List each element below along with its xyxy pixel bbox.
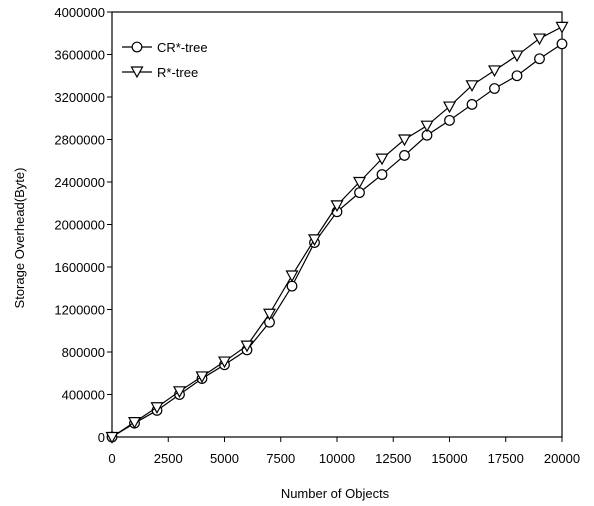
y-tick-label: 400000: [62, 388, 105, 403]
data-point-r-tree: [172, 386, 187, 399]
x-tick-label: 17500: [488, 451, 524, 466]
series-layer: [105, 21, 569, 444]
legend-item-r-tree: R*-tree: [122, 65, 198, 80]
axis-labels: 0 2500 5000 7500 10000 12500 15000 17500 20000 0 4…: [54, 5, 580, 466]
legend-label-r-tree: R*-tree: [157, 65, 198, 80]
data-point-cr-tree: [556, 38, 568, 50]
x-tick-label: 20000: [544, 451, 580, 466]
y-tick-label: 3600000: [54, 48, 105, 63]
data-point-r-tree: [262, 308, 277, 321]
data-point-r-tree: [420, 120, 434, 133]
y-tick-label: 1200000: [54, 303, 105, 318]
x-tick-label: 5000: [210, 451, 239, 466]
series-line-cr-tree: [111, 43, 563, 438]
x-tick-label: 10000: [319, 451, 355, 466]
data-point-r-tree: [397, 134, 412, 147]
data-point-r-tree: [240, 340, 254, 353]
data-point-r-tree: [465, 80, 479, 93]
x-tick-label: 15000: [431, 451, 467, 466]
data-point-r-tree: [127, 417, 142, 429]
data-point-cr-tree: [376, 169, 388, 180]
legend-triangle-marker: [130, 66, 144, 79]
data-point-cr-tree: [444, 114, 455, 126]
y-tick-label: 4000000: [54, 5, 105, 20]
x-tick-label: 2500: [154, 451, 183, 466]
data-point-r-tree: [555, 21, 569, 34]
data-point-r-tree: [330, 200, 344, 213]
legend-circle-marker: [131, 41, 143, 53]
y-tick-label: 1600000: [54, 260, 105, 275]
series-r-tree: [105, 21, 569, 444]
x-tick-label: 0: [108, 451, 115, 466]
x-tick-label: 12500: [375, 451, 411, 466]
y-tick-label: 3200000: [54, 90, 105, 105]
data-point-r-tree: [352, 176, 367, 189]
data-point-cr-tree: [466, 99, 478, 110]
y-axis-title: Storage Overhead(Byte): [12, 168, 27, 309]
legend-label-cr-tree: CR*-tree: [157, 40, 208, 55]
y-tick-label: 2800000: [54, 133, 105, 148]
data-point-r-tree: [150, 402, 164, 414]
legend-item-cr-tree: CR*-tree: [122, 40, 208, 55]
data-point-r-tree: [105, 431, 119, 444]
y-tick-label: 0: [98, 430, 105, 445]
series-cr-tree: [106, 38, 568, 443]
data-point-r-tree: [487, 65, 502, 78]
data-point-r-tree: [442, 101, 457, 114]
x-axis-title: Number of Objects: [281, 486, 390, 501]
data-point-cr-tree: [399, 150, 410, 161]
y-tick-label: 2400000: [54, 175, 105, 190]
data-point-cr-tree: [354, 187, 365, 199]
data-point-cr-tree: [286, 280, 298, 292]
data-point-r-tree: [285, 270, 299, 283]
data-point-cr-tree: [534, 53, 545, 65]
data-point-r-tree: [375, 153, 389, 166]
y-tick-label: 800000: [62, 345, 105, 360]
data-point-r-tree: [307, 234, 322, 247]
data-point-cr-tree: [489, 83, 500, 94]
x-tick-label: 7500: [266, 451, 295, 466]
data-point-r-tree: [510, 50, 524, 63]
data-point-cr-tree: [511, 70, 523, 82]
data-point-r-tree: [532, 33, 547, 46]
y-tick-label: 2000000: [54, 218, 105, 233]
legend: CR*-tree R*-tree: [122, 40, 208, 80]
data-point-r-tree: [217, 356, 232, 369]
data-point-r-tree: [195, 371, 209, 384]
